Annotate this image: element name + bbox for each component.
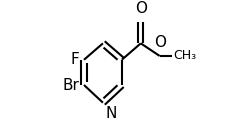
Text: CH₃: CH₃ xyxy=(172,50,195,63)
Text: O: O xyxy=(153,35,165,50)
Text: O: O xyxy=(134,1,146,16)
Text: N: N xyxy=(105,106,116,121)
Text: Br: Br xyxy=(62,78,79,92)
Text: F: F xyxy=(70,52,79,67)
